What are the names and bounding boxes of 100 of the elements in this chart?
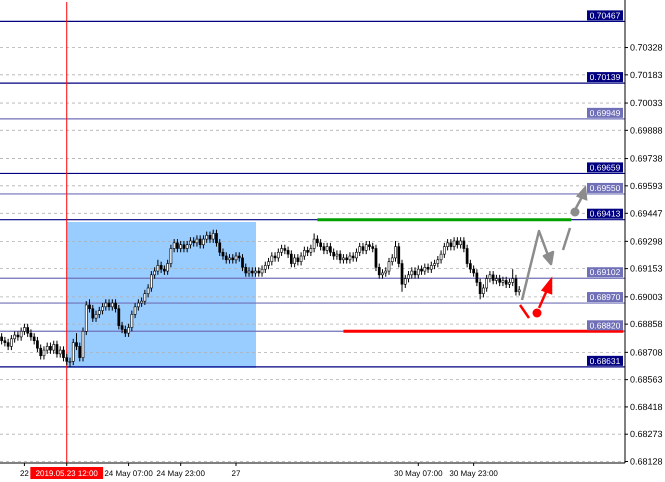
y-tick-label: 0.68563 [630,374,663,385]
candlestick [368,240,371,251]
candlestick [163,264,166,276]
ref-line-label: 0.70467 [590,10,621,20]
candlestick [352,252,355,262]
y-tick-label: 0.69447 [630,208,663,218]
candlestick [108,298,110,312]
y-tick-label: 0.69593 [630,180,663,191]
candlestick [290,250,293,268]
candlestick [329,242,332,257]
candlestick [270,252,274,266]
candlestick [410,266,414,280]
candlestick [322,242,326,255]
candlestick [449,238,452,251]
candlestick [504,276,508,289]
candlestick [110,298,114,312]
candlestick [160,261,162,274]
candlestick [56,340,58,358]
y-tick-label: 0.68708 [630,347,663,358]
y-tick-label: 0.70033 [630,98,663,108]
candlestick [276,248,280,262]
ref-line-label: 0.69949 [590,108,621,118]
ref-line-label: 0.68631 [590,356,621,366]
candlestick [182,240,186,253]
candlestick [52,340,56,354]
candlestick [420,264,423,276]
candlestick [364,240,368,255]
candlestick [345,254,348,264]
candlestick [94,310,98,322]
candlestick [156,259,160,276]
x-tick-label: 2019.05.23 12:00 [36,469,98,478]
ref-line-label: 0.70139 [590,72,621,82]
y-tick-label: 0.70328 [630,42,663,53]
candlestick [394,240,397,262]
candlestick [202,234,205,249]
y-tick-label: 0.69738 [630,154,663,164]
candlestick [306,246,309,257]
candlestick [208,231,212,244]
candlestick [212,229,215,244]
x-tick-label: 27 [232,469,241,478]
candlestick [248,266,250,278]
candlestick [186,240,189,253]
ref-line-label: 0.69102 [590,267,621,278]
candlestick [416,264,420,280]
y-tick-label: 0.69003 [630,292,663,302]
candlestick [224,252,228,264]
ref-line-label: 0.69659 [590,162,621,172]
candlestick [283,244,286,255]
candlestick [26,323,30,338]
candlestick [274,252,276,262]
candlestick [348,252,352,264]
y-tick-label: 0.69888 [630,125,663,136]
candlestick [293,254,296,268]
candlestick [502,276,504,287]
candlestick [16,330,20,342]
y-tick-label: 0.70183 [630,70,663,80]
candlestick [381,268,384,280]
candlestick [10,334,13,351]
candlestick [62,346,65,362]
candlestick [0,332,3,345]
y-tick-label: 0.68418 [630,402,663,412]
candlestick [264,261,267,274]
ref-line-label: 0.68820 [590,320,621,330]
candlestick [250,266,254,278]
candlestick [459,236,462,249]
candlestick [49,342,52,354]
ref-line-label: 0.69550 [590,182,621,193]
x-tick-label: 30 May 07:00 [394,469,444,478]
candlestick [231,254,234,264]
candlestick [189,236,192,249]
candlestick [101,302,104,315]
candlestick [257,266,260,278]
candlestick [228,254,231,264]
candlestick [4,336,6,347]
candlestick [196,234,198,248]
candlestick [414,266,416,280]
candlestick [198,234,202,249]
y-tick-label: 0.69153 [630,264,663,274]
x-tick-label: 24 May 07:00 [104,469,154,478]
candlestick [124,325,127,338]
y-tick-label: 0.69298 [630,236,663,246]
candlestick [433,259,436,270]
x-tick-label: 24 May 23:00 [156,469,206,478]
candlestick [336,250,338,260]
candlestick [20,327,23,342]
candlestick [176,238,179,253]
ref-line-label: 0.69413 [590,208,621,219]
candlestick [423,263,426,276]
candlestick [342,254,345,264]
x-tick-label: 22 [20,469,30,478]
candlestick [452,236,456,251]
y-tick-label: 0.68273 [630,429,663,440]
candlestick [430,261,433,274]
candlestick [426,263,430,274]
y-tick-label: 0.68858 [630,319,663,330]
y-tick-label: 0.68128 [630,456,663,466]
ref-line-label: 0.68970 [590,292,621,302]
candlestick [456,236,459,249]
candlestick [260,264,264,278]
candlestick [338,250,342,264]
